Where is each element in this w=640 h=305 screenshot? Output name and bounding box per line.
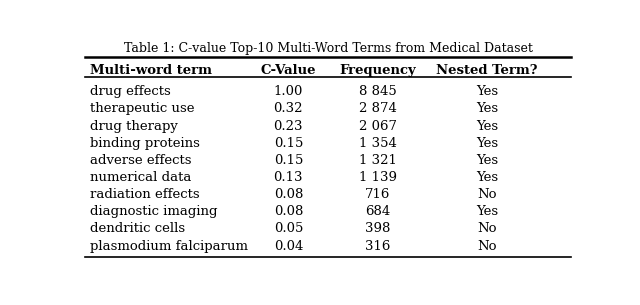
Text: Nested Term?: Nested Term? <box>436 64 538 77</box>
Text: C-Value: C-Value <box>260 64 316 77</box>
Text: 1 139: 1 139 <box>358 171 397 184</box>
Text: 0.04: 0.04 <box>274 240 303 253</box>
Text: Yes: Yes <box>476 120 498 133</box>
Text: No: No <box>477 240 497 253</box>
Text: 0.15: 0.15 <box>274 154 303 167</box>
Text: Table 1: C-value Top-10 Multi-Word Terms from Medical Dataset: Table 1: C-value Top-10 Multi-Word Terms… <box>124 42 532 56</box>
Text: Yes: Yes <box>476 171 498 184</box>
Text: 398: 398 <box>365 222 390 235</box>
Text: No: No <box>477 188 497 201</box>
Text: 0.13: 0.13 <box>273 171 303 184</box>
Text: 684: 684 <box>365 205 390 218</box>
Text: plasmodium falciparum: plasmodium falciparum <box>90 240 248 253</box>
Text: 1 321: 1 321 <box>358 154 397 167</box>
Text: 716: 716 <box>365 188 390 201</box>
Text: 0.05: 0.05 <box>274 222 303 235</box>
Text: adverse effects: adverse effects <box>90 154 191 167</box>
Text: diagnostic imaging: diagnostic imaging <box>90 205 218 218</box>
Text: Yes: Yes <box>476 102 498 115</box>
Text: Yes: Yes <box>476 154 498 167</box>
Text: 0.08: 0.08 <box>274 205 303 218</box>
Text: binding proteins: binding proteins <box>90 137 200 150</box>
Text: therapeutic use: therapeutic use <box>90 102 195 115</box>
Text: Frequency: Frequency <box>339 64 416 77</box>
Text: drug effects: drug effects <box>90 85 171 98</box>
Text: 0.08: 0.08 <box>274 188 303 201</box>
Text: drug therapy: drug therapy <box>90 120 178 133</box>
Text: Yes: Yes <box>476 205 498 218</box>
Text: radiation effects: radiation effects <box>90 188 200 201</box>
Text: 0.23: 0.23 <box>273 120 303 133</box>
Text: numerical data: numerical data <box>90 171 191 184</box>
Text: 0.32: 0.32 <box>273 102 303 115</box>
Text: dendritic cells: dendritic cells <box>90 222 185 235</box>
Text: 316: 316 <box>365 240 390 253</box>
Text: Yes: Yes <box>476 137 498 150</box>
Text: No: No <box>477 222 497 235</box>
Text: Yes: Yes <box>476 85 498 98</box>
Text: 2 067: 2 067 <box>358 120 397 133</box>
Text: 1.00: 1.00 <box>274 85 303 98</box>
Text: 8 845: 8 845 <box>359 85 396 98</box>
Text: 1 354: 1 354 <box>358 137 397 150</box>
Text: 2 874: 2 874 <box>358 102 397 115</box>
Text: Multi-word term: Multi-word term <box>90 64 212 77</box>
Text: 0.15: 0.15 <box>274 137 303 150</box>
